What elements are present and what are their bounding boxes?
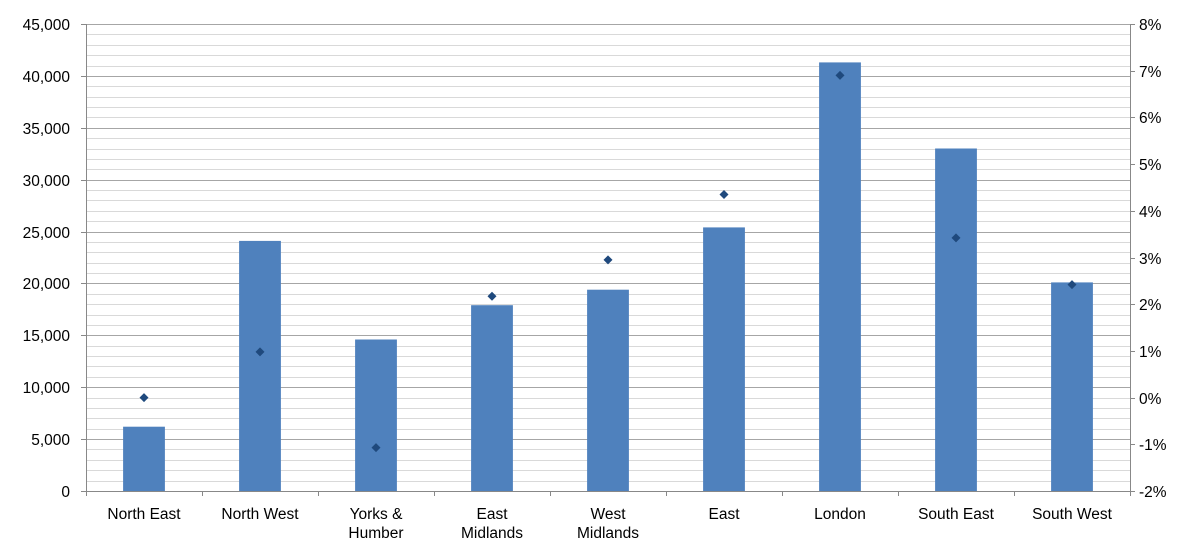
diamond-marker [835,70,845,80]
x-tick-label: Humber [348,525,403,541]
y-left-tick-label: 5,000 [31,432,70,449]
x-tick-label: West [590,506,626,523]
x-tick-label: Midlands [577,525,639,541]
x-tick-label: London [814,506,866,523]
y-left-tick-label: 15,000 [23,328,71,345]
y-right-tick-label: 3% [1139,251,1162,268]
bar-series [123,62,1093,492]
x-tick-label: North East [107,506,181,523]
y-left-tick-label: 10,000 [23,380,71,397]
y-right-tick-label: 1% [1139,344,1162,361]
diamond-marker [719,189,729,199]
bar [1051,282,1093,491]
diamond-marker [1067,280,1077,290]
x-tick-label: Midlands [461,525,523,541]
bar [819,62,861,492]
bar [471,305,513,491]
y-right-tick-label: 4% [1139,204,1162,221]
bar [587,289,629,491]
bar [239,240,281,491]
x-tick-label: Yorks & [350,506,404,523]
diamond-marker [951,233,961,243]
diamond-marker [603,255,613,265]
axis-labels: North East North West Yorks & Humber East Mid… [23,17,1167,541]
y-right-tick-label: 6% [1139,110,1162,127]
y-left-tick-label: 20,000 [23,276,71,293]
diamond-marker [255,347,265,357]
y-left-tick-label: 30,000 [23,173,71,190]
bar [123,426,165,491]
y-right-tick-label: 2% [1139,297,1162,314]
y-right-tick-label: 7% [1139,64,1162,81]
bar [935,148,977,491]
y-right-tick-label: 8% [1139,17,1162,34]
y-left-tick-label: 40,000 [23,69,71,86]
x-tick-label: East [708,506,740,523]
x-tick-label: South West [1032,506,1113,523]
y-right-tick-label: 5% [1139,157,1162,174]
x-tick-label: East [476,506,508,523]
diamond-marker [139,393,149,403]
bar [355,339,397,491]
y-left-tick-label: 35,000 [23,121,71,138]
y-left-tick-label: 0 [61,484,70,501]
y-right-tick-label: -1% [1139,437,1167,454]
marker-series [139,70,1077,453]
x-tick-label: North West [221,506,299,523]
bar [703,227,745,491]
diamond-marker [487,291,497,301]
y-right-tick-label: 0% [1139,391,1162,408]
x-tick-label: South East [918,506,995,523]
diamond-marker [371,443,381,453]
y-left-tick-label: 25,000 [23,225,71,242]
y-left-tick-label: 45,000 [23,17,71,34]
axes [81,24,1135,496]
y-right-tick-label: -2% [1139,484,1167,501]
